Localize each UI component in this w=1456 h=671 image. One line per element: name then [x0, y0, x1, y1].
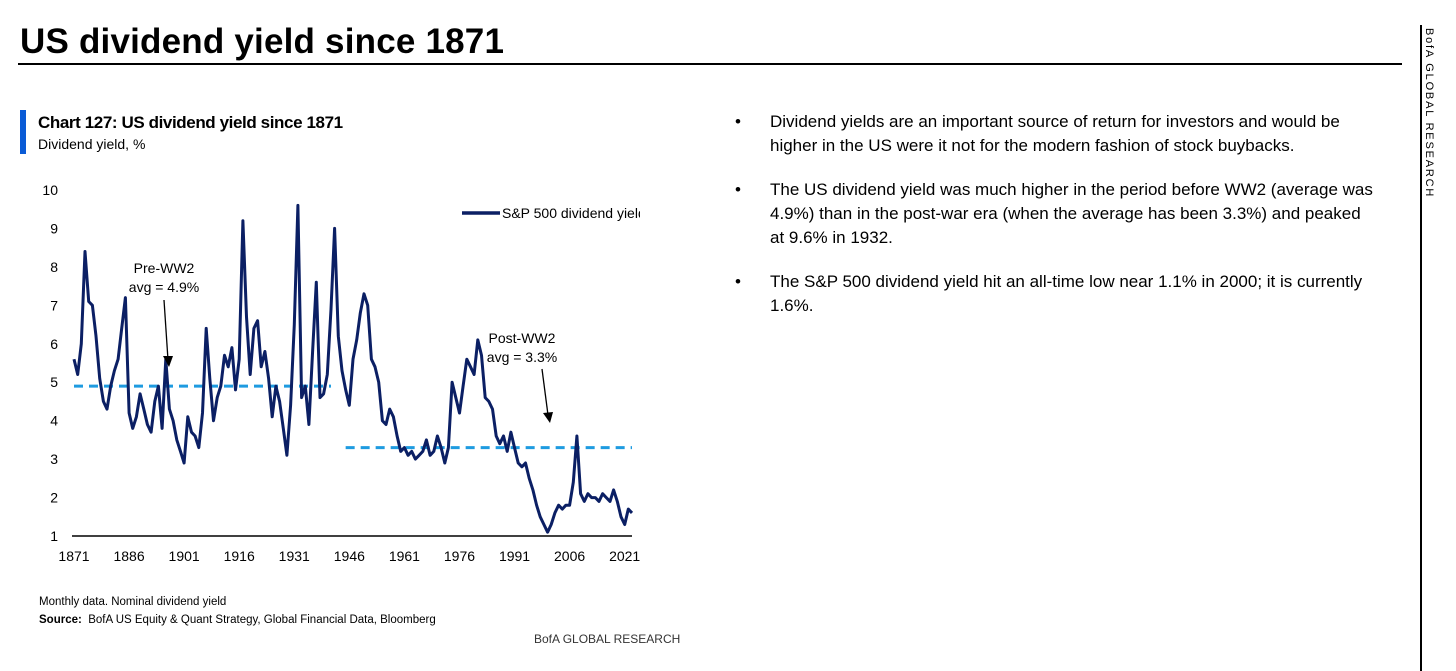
annotation-pre-ww2-line2: avg = 4.9%: [129, 279, 199, 295]
x-tick-label: 1886: [113, 548, 144, 564]
series-line-sp500: [72, 203, 634, 534]
annotation-post-ww2-line2: avg = 3.3%: [487, 349, 557, 365]
legend: S&P 500 dividend yield: [462, 205, 640, 221]
bullet-item: Dividend yields are an important source …: [735, 110, 1375, 158]
y-tick-label: 3: [50, 451, 58, 467]
chart-subtitle: Dividend yield, %: [38, 136, 146, 152]
side-divider: [1420, 25, 1422, 671]
bullet-item: The S&P 500 dividend yield hit an all-ti…: [735, 270, 1375, 318]
x-tick-label: 1991: [499, 548, 530, 564]
annotation-post-ww2-arrowhead: [543, 412, 553, 423]
y-tick-label: 2: [50, 490, 58, 506]
commentary-bullets: Dividend yields are an important source …: [735, 110, 1375, 338]
chart-title: Chart 127: US dividend yield since 1871: [38, 113, 343, 132]
x-tick-label: 1946: [334, 548, 365, 564]
annotation-post-ww2-line1: Post-WW2: [489, 330, 556, 346]
x-tick-label: 1976: [444, 548, 475, 564]
y-axis-labels: 1 2 3 4 5 6 7 8 9 10: [42, 182, 58, 544]
bullet-item: The US dividend yield was much higher in…: [735, 178, 1375, 250]
annotation-pre-ww2-arrowhead: [163, 356, 173, 367]
annotation-post-ww2-arrow: [541, 368, 549, 416]
annotation-pre-ww2-line1: Pre-WW2: [134, 260, 195, 276]
annotation-post-ww2: Post-WW2 avg = 3.3%: [487, 330, 557, 423]
chart-footer-brand: BofA GLOBAL RESEARCH: [534, 632, 681, 646]
side-brand-label: BofA GLOBAL RESEARCH: [1423, 28, 1435, 199]
x-tick-label: 2006: [554, 548, 585, 564]
x-tick-label: 1916: [224, 548, 255, 564]
x-tick-label: 1931: [279, 548, 310, 564]
y-tick-label: 9: [50, 220, 58, 236]
source-text: BofA US Equity & Quant Strategy, Global …: [88, 614, 436, 626]
legend-label: S&P 500 dividend yield: [502, 205, 640, 221]
y-tick-label: 6: [50, 336, 58, 352]
y-tick-label: 10: [42, 182, 58, 198]
y-tick-label: 5: [50, 374, 58, 390]
y-tick-label: 4: [50, 413, 58, 429]
annotation-pre-ww2: Pre-WW2 avg = 4.9%: [129, 260, 199, 367]
x-tick-label: 2021: [609, 548, 640, 564]
x-tick-label: 1901: [169, 548, 200, 564]
annotation-pre-ww2-arrow: [163, 299, 169, 361]
title-divider: [18, 63, 1402, 65]
y-tick-label: 7: [50, 297, 58, 313]
x-tick-label: 1871: [58, 548, 89, 564]
chart-accent-bar: [20, 110, 26, 154]
x-tick-label: 1961: [389, 548, 420, 564]
y-tick-label: 8: [50, 259, 58, 275]
chart-note: Monthly data. Nominal dividend yield: [39, 596, 227, 608]
source-label: Source:: [39, 614, 82, 626]
x-axis-labels: 1871 1886 1901 1916 1931 1946 1961 1976 1991 2006…: [58, 548, 640, 564]
dividend-yield-chart: 1 2 3 4 5 6 7 8 9 10 1871 1886 1901 1916 1931 1946 1961…: [42, 182, 640, 564]
page-title: US dividend yield since 1871: [20, 22, 505, 61]
chart-source: Source: BofA US Equity & Quant Strategy,…: [39, 614, 436, 626]
y-tick-label: 1: [50, 528, 58, 544]
